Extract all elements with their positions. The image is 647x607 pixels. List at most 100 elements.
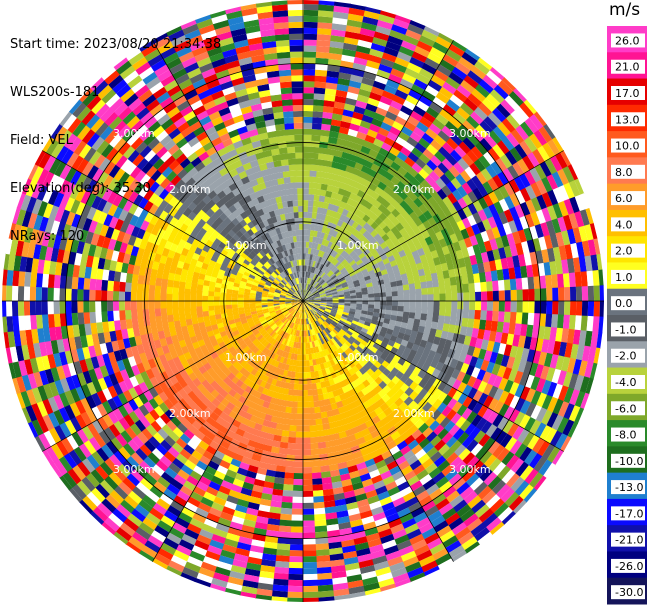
gate — [308, 303, 315, 306]
gate — [334, 282, 341, 287]
gate — [294, 455, 303, 462]
gate — [399, 200, 410, 210]
gate — [587, 285, 595, 302]
gate — [316, 207, 323, 214]
gate — [312, 267, 316, 274]
gate — [492, 310, 499, 322]
gate — [330, 310, 337, 314]
gate — [552, 246, 562, 262]
gate — [166, 300, 173, 309]
gate — [456, 185, 468, 198]
gate — [415, 331, 424, 340]
gate — [361, 307, 368, 312]
gate — [463, 354, 473, 366]
gate — [574, 211, 585, 228]
gate — [514, 266, 522, 280]
gate — [429, 170, 441, 183]
gate — [542, 462, 556, 479]
gate — [302, 390, 308, 397]
gate — [336, 83, 350, 92]
gate — [435, 361, 445, 372]
gate — [330, 119, 342, 127]
gate — [312, 111, 324, 118]
gate — [396, 285, 404, 292]
gate — [329, 313, 336, 318]
gate — [302, 496, 314, 503]
gate — [488, 330, 497, 343]
gate — [453, 161, 465, 175]
gate — [427, 216, 437, 228]
gate — [590, 254, 599, 272]
gate — [326, 209, 333, 217]
gate — [329, 41, 345, 49]
gate — [361, 22, 378, 32]
gate — [555, 231, 565, 248]
gate — [322, 284, 329, 290]
gate — [142, 292, 149, 301]
gate — [492, 144, 506, 159]
gate — [513, 88, 528, 103]
gate — [498, 247, 507, 260]
gate — [372, 342, 381, 350]
gate — [492, 174, 504, 189]
gate — [477, 102, 493, 117]
gate — [449, 316, 457, 326]
gate — [436, 271, 444, 280]
gate — [347, 159, 357, 168]
gate — [422, 220, 432, 230]
gate — [337, 132, 348, 141]
gate — [302, 550, 317, 557]
gate — [436, 64, 453, 78]
gate — [413, 207, 424, 218]
gate — [313, 292, 320, 297]
gate — [409, 110, 424, 122]
gate — [520, 187, 532, 203]
gate — [421, 288, 428, 296]
gate — [279, 513, 292, 521]
gate — [587, 301, 595, 317]
gate — [318, 308, 325, 312]
gate — [185, 318, 193, 326]
gate — [568, 405, 581, 423]
gate — [364, 241, 373, 249]
gate — [320, 265, 326, 272]
gate — [495, 157, 508, 173]
gate — [547, 139, 561, 157]
gate — [465, 226, 476, 238]
gate — [347, 179, 357, 188]
gate — [502, 268, 510, 281]
gate — [347, 86, 361, 95]
gate — [332, 186, 340, 194]
gate — [349, 335, 356, 343]
gate — [551, 274, 559, 289]
gate — [350, 303, 357, 307]
gate — [340, 221, 348, 230]
gate — [369, 48, 385, 59]
gate — [493, 188, 505, 202]
gate — [342, 286, 349, 291]
gate — [71, 300, 78, 314]
gate — [364, 353, 373, 361]
gate — [555, 327, 563, 343]
gate — [353, 246, 361, 254]
gate — [446, 99, 461, 113]
gate — [423, 210, 433, 221]
gate — [497, 80, 514, 96]
gate — [470, 414, 483, 428]
gate — [397, 166, 408, 177]
gate — [539, 161, 553, 178]
gate — [160, 307, 168, 316]
gate — [432, 279, 439, 288]
gate — [510, 458, 525, 474]
gate — [514, 190, 526, 205]
gate — [77, 276, 85, 290]
gate — [107, 290, 114, 301]
gate — [310, 158, 319, 166]
gate — [442, 54, 459, 68]
gate — [317, 287, 323, 292]
gate — [35, 286, 42, 301]
gate — [564, 244, 573, 260]
gate — [374, 301, 381, 306]
gate — [373, 328, 381, 335]
gate — [563, 387, 575, 404]
